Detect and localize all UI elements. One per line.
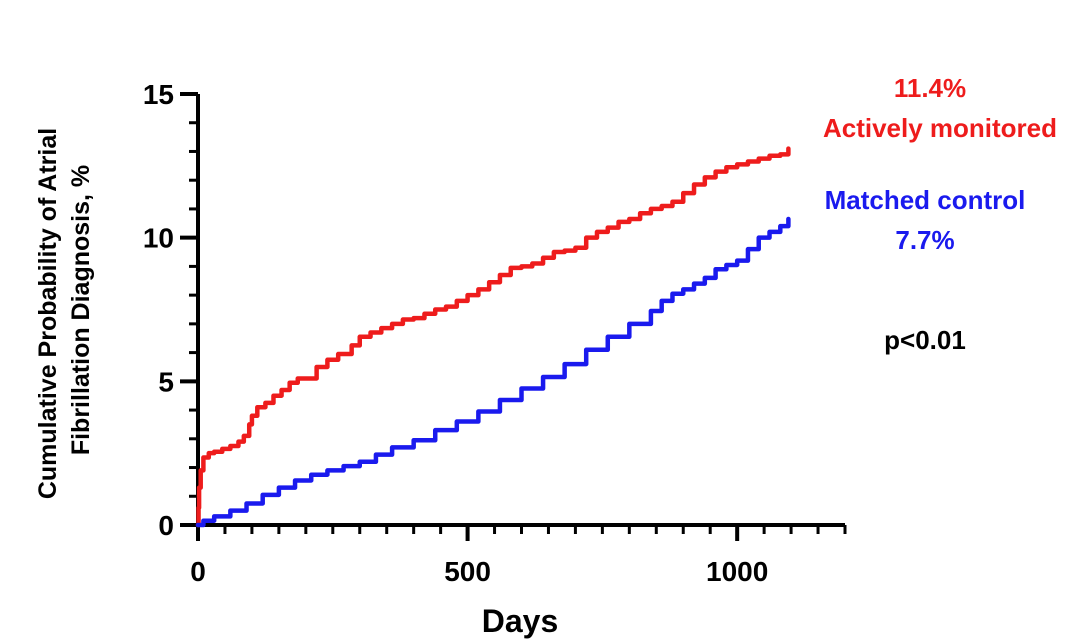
y-axis-title-line-2: Fibrillation Diagnosis, % bbox=[67, 165, 95, 455]
matched-control-label: Matched control bbox=[825, 185, 1026, 215]
tick-labels: 0 500 1000 0 5 10 15 bbox=[143, 79, 768, 587]
y-axis-title-line-1: Cumulative Probability of Atrial bbox=[34, 128, 62, 499]
x-axis-title: Days bbox=[482, 603, 559, 639]
y-tick-label: 5 bbox=[158, 366, 174, 397]
actively-monitored-label: Actively monitored bbox=[823, 113, 1057, 143]
series-line-actively-monitored bbox=[195, 146, 791, 528]
y-tick-label: 0 bbox=[158, 510, 174, 541]
x-tick-label: 0 bbox=[190, 556, 206, 587]
x-tick-label: 500 bbox=[444, 556, 491, 587]
matched-control-percent: 7.7% bbox=[895, 225, 954, 255]
y-axis-title: Cumulative Probability of Atrial Fibrill… bbox=[34, 121, 95, 499]
axes bbox=[180, 92, 847, 541]
actively-monitored-percent: 11.4% bbox=[894, 73, 966, 103]
x-tick-label: 1000 bbox=[706, 556, 768, 587]
p-value-label: p<0.01 bbox=[884, 325, 966, 355]
y-tick-label: 15 bbox=[143, 79, 174, 110]
series-layer bbox=[195, 146, 791, 528]
y-tick-label: 10 bbox=[143, 223, 174, 254]
series-line-matched-control bbox=[195, 216, 791, 528]
